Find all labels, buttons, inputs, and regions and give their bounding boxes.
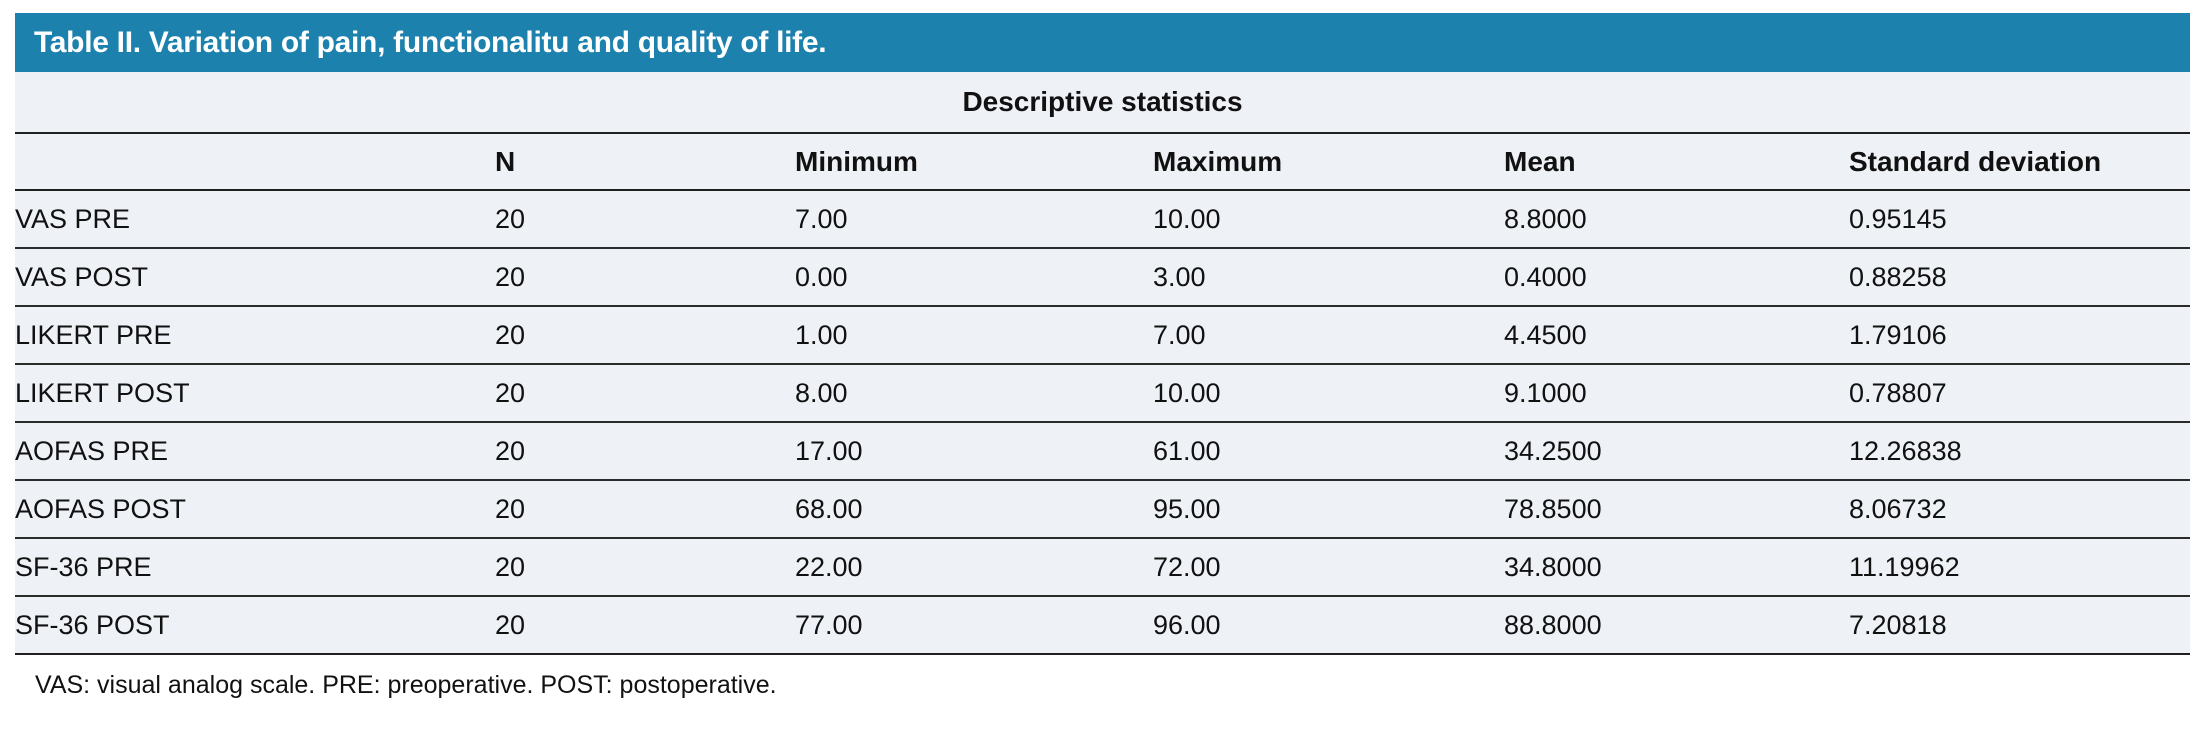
cell-n: 20 [495, 203, 526, 234]
table-row: AOFAS POST 20 68.00 95.00 78.8500 8.06732 [15, 480, 2191, 538]
cell-mean: 0.4000 [1504, 261, 1587, 292]
cell-max: 7.00 [1153, 319, 1206, 350]
footnote: VAS: visual analog scale. PRE: preoperat… [15, 671, 2190, 700]
table-row: SF-36 PRE 20 22.00 72.00 34.8000 11.19962 [15, 538, 2191, 596]
table-title: Table II. Variation of pain, functionali… [34, 25, 827, 59]
cell-sd: 11.19962 [1849, 551, 1960, 582]
cell-max: 72.00 [1153, 551, 1221, 582]
cell-mean: 88.8000 [1504, 609, 1602, 640]
cell-n: 20 [495, 435, 526, 466]
cell-min: 22.00 [795, 551, 863, 582]
row-label: LIKERT POST [15, 377, 190, 408]
cell-mean: 9.1000 [1504, 377, 1587, 408]
cell-max: 96.00 [1153, 609, 1221, 640]
table-body: VAS PRE 20 7.00 10.00 8.8000 0.95145 VAS POST 2… [15, 190, 2191, 654]
descriptive-statistics-table: Descriptive statistics N Minimum Maximum Me… [15, 72, 2191, 655]
cell-max: 10.00 [1153, 203, 1221, 234]
cell-sd: 8.06732 [1849, 493, 1947, 524]
row-label: VAS POST [15, 261, 149, 292]
cell-n: 20 [495, 261, 526, 292]
cell-sd: 0.95145 [1849, 203, 1947, 234]
cell-sd: 0.78807 [1849, 377, 1947, 408]
column-header-row: N Minimum Maximum Mean Standard deviation [15, 133, 2191, 190]
table-row: SF-36 POST 20 77.00 96.00 88.8000 7.20818 [15, 596, 2191, 654]
column-header-blank [15, 133, 495, 190]
cell-min: 1.00 [795, 319, 848, 350]
row-label: VAS PRE [15, 203, 131, 234]
cell-min: 0.00 [795, 261, 848, 292]
table-card: Table II. Variation of pain, functionali… [15, 13, 2191, 700]
cell-mean: 34.2500 [1504, 435, 1602, 466]
cell-max: 61.00 [1153, 435, 1221, 466]
cell-min: 8.00 [795, 377, 848, 408]
cell-sd: 0.88258 [1849, 261, 1947, 292]
cell-mean: 78.8500 [1504, 493, 1602, 524]
row-label: AOFAS PRE [15, 435, 169, 466]
cell-mean: 4.4500 [1504, 319, 1587, 350]
cell-min: 68.00 [795, 493, 863, 524]
table-row: LIKERT POST 20 8.00 10.00 9.1000 0.78807 [15, 364, 2191, 422]
cell-n: 20 [495, 377, 526, 408]
column-header-maximum: Maximum [1153, 145, 1283, 177]
table-row: AOFAS PRE 20 17.00 61.00 34.2500 12.26838 [15, 422, 2191, 480]
cell-min: 7.00 [795, 203, 848, 234]
cell-n: 20 [495, 609, 526, 640]
column-header-n: N [495, 145, 516, 177]
table-row: LIKERT PRE 20 1.00 7.00 4.4500 1.79106 [15, 306, 2191, 364]
column-header-mean: Mean [1504, 145, 1576, 177]
cell-sd: 12.26838 [1849, 435, 1962, 466]
cell-max: 3.00 [1153, 261, 1206, 292]
span-header-row: Descriptive statistics [15, 72, 2191, 133]
cell-mean: 34.8000 [1504, 551, 1602, 582]
cell-max: 95.00 [1153, 493, 1221, 524]
cell-sd: 1.79106 [1849, 319, 1947, 350]
column-header-minimum: Minimum [795, 145, 918, 177]
table-title-bar: Table II. Variation of pain, functionali… [15, 13, 2190, 72]
span-header: Descriptive statistics [962, 86, 1243, 117]
row-label: LIKERT PRE [15, 319, 172, 350]
cell-mean: 8.8000 [1504, 203, 1587, 234]
cell-sd: 7.20818 [1849, 609, 1947, 640]
row-label: SF-36 PRE [15, 551, 152, 582]
column-header-standard-deviation: Standard deviation [1849, 145, 2102, 177]
cell-n: 20 [495, 319, 526, 350]
cell-n: 20 [495, 493, 526, 524]
table-row: VAS POST 20 0.00 3.00 0.4000 0.88258 [15, 248, 2191, 306]
cell-min: 17.00 [795, 435, 863, 466]
row-label: SF-36 POST [15, 609, 170, 640]
row-label: AOFAS POST [15, 493, 187, 524]
cell-n: 20 [495, 551, 526, 582]
cell-max: 10.00 [1153, 377, 1221, 408]
table-row: VAS PRE 20 7.00 10.00 8.8000 0.95145 [15, 190, 2191, 248]
cell-min: 77.00 [795, 609, 863, 640]
